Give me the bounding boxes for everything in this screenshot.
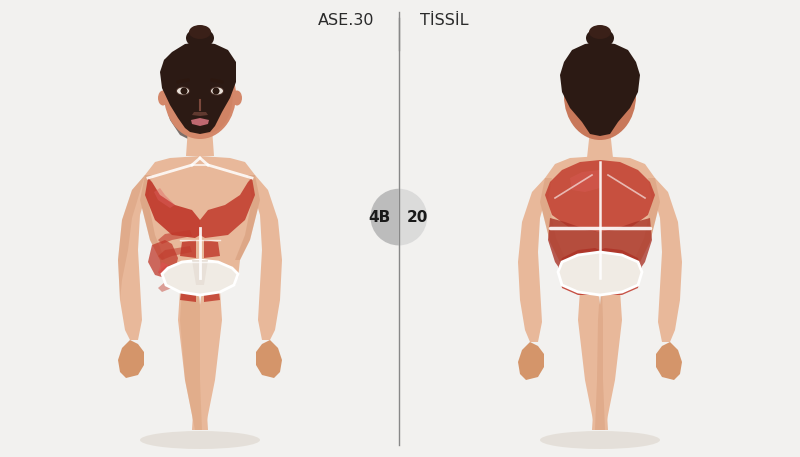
Wedge shape — [370, 189, 398, 245]
Polygon shape — [158, 262, 192, 276]
Ellipse shape — [589, 25, 611, 39]
Polygon shape — [252, 175, 282, 340]
Polygon shape — [154, 188, 175, 208]
Polygon shape — [204, 284, 220, 302]
Polygon shape — [545, 160, 655, 232]
Ellipse shape — [586, 28, 614, 48]
Polygon shape — [656, 342, 682, 380]
Ellipse shape — [177, 87, 189, 95]
Polygon shape — [192, 260, 208, 285]
Ellipse shape — [211, 87, 223, 95]
Polygon shape — [204, 240, 220, 258]
Polygon shape — [145, 178, 200, 238]
Polygon shape — [540, 156, 660, 280]
Polygon shape — [180, 240, 196, 258]
Polygon shape — [592, 285, 622, 430]
Ellipse shape — [140, 431, 260, 449]
Polygon shape — [558, 252, 642, 295]
Polygon shape — [158, 230, 192, 244]
Polygon shape — [652, 178, 682, 342]
Ellipse shape — [564, 52, 636, 140]
Polygon shape — [600, 248, 642, 295]
Polygon shape — [558, 248, 600, 295]
Ellipse shape — [540, 431, 660, 449]
Polygon shape — [540, 178, 566, 262]
Polygon shape — [180, 284, 196, 302]
Polygon shape — [158, 278, 192, 292]
Polygon shape — [608, 250, 632, 268]
Polygon shape — [162, 55, 200, 142]
Polygon shape — [587, 130, 613, 158]
Text: 4B: 4B — [369, 210, 391, 224]
Polygon shape — [518, 178, 548, 342]
Polygon shape — [158, 246, 192, 260]
Polygon shape — [200, 178, 255, 238]
Polygon shape — [595, 290, 605, 430]
Polygon shape — [578, 285, 608, 430]
Text: 20: 20 — [407, 210, 428, 224]
Ellipse shape — [186, 28, 214, 48]
Polygon shape — [548, 218, 600, 278]
Ellipse shape — [210, 86, 224, 96]
Polygon shape — [118, 340, 144, 378]
Polygon shape — [192, 285, 222, 430]
Ellipse shape — [189, 25, 211, 39]
Polygon shape — [158, 262, 170, 278]
Ellipse shape — [213, 87, 219, 95]
Polygon shape — [178, 285, 208, 430]
Polygon shape — [560, 42, 640, 136]
Wedge shape — [398, 189, 427, 245]
Polygon shape — [118, 175, 148, 340]
Ellipse shape — [164, 51, 236, 139]
Polygon shape — [186, 128, 214, 156]
Polygon shape — [162, 260, 238, 295]
Polygon shape — [140, 156, 260, 278]
Polygon shape — [518, 342, 544, 380]
Text: TİSSİL: TİSSİL — [420, 13, 468, 28]
Polygon shape — [180, 285, 202, 430]
Polygon shape — [568, 250, 592, 268]
Ellipse shape — [176, 86, 190, 96]
Polygon shape — [140, 175, 165, 260]
Polygon shape — [570, 170, 600, 192]
Polygon shape — [204, 262, 220, 280]
Ellipse shape — [178, 62, 233, 134]
Polygon shape — [148, 240, 178, 278]
Polygon shape — [256, 340, 282, 378]
Polygon shape — [558, 252, 642, 295]
Polygon shape — [634, 178, 660, 262]
Ellipse shape — [181, 87, 187, 95]
Polygon shape — [160, 42, 236, 134]
Polygon shape — [118, 175, 145, 300]
Polygon shape — [192, 112, 208, 116]
Ellipse shape — [158, 90, 168, 106]
Polygon shape — [162, 255, 238, 292]
Polygon shape — [191, 118, 209, 126]
Polygon shape — [600, 218, 652, 278]
Polygon shape — [235, 175, 260, 260]
Polygon shape — [180, 262, 196, 280]
Ellipse shape — [232, 90, 242, 106]
Text: ASE.30: ASE.30 — [318, 13, 374, 28]
